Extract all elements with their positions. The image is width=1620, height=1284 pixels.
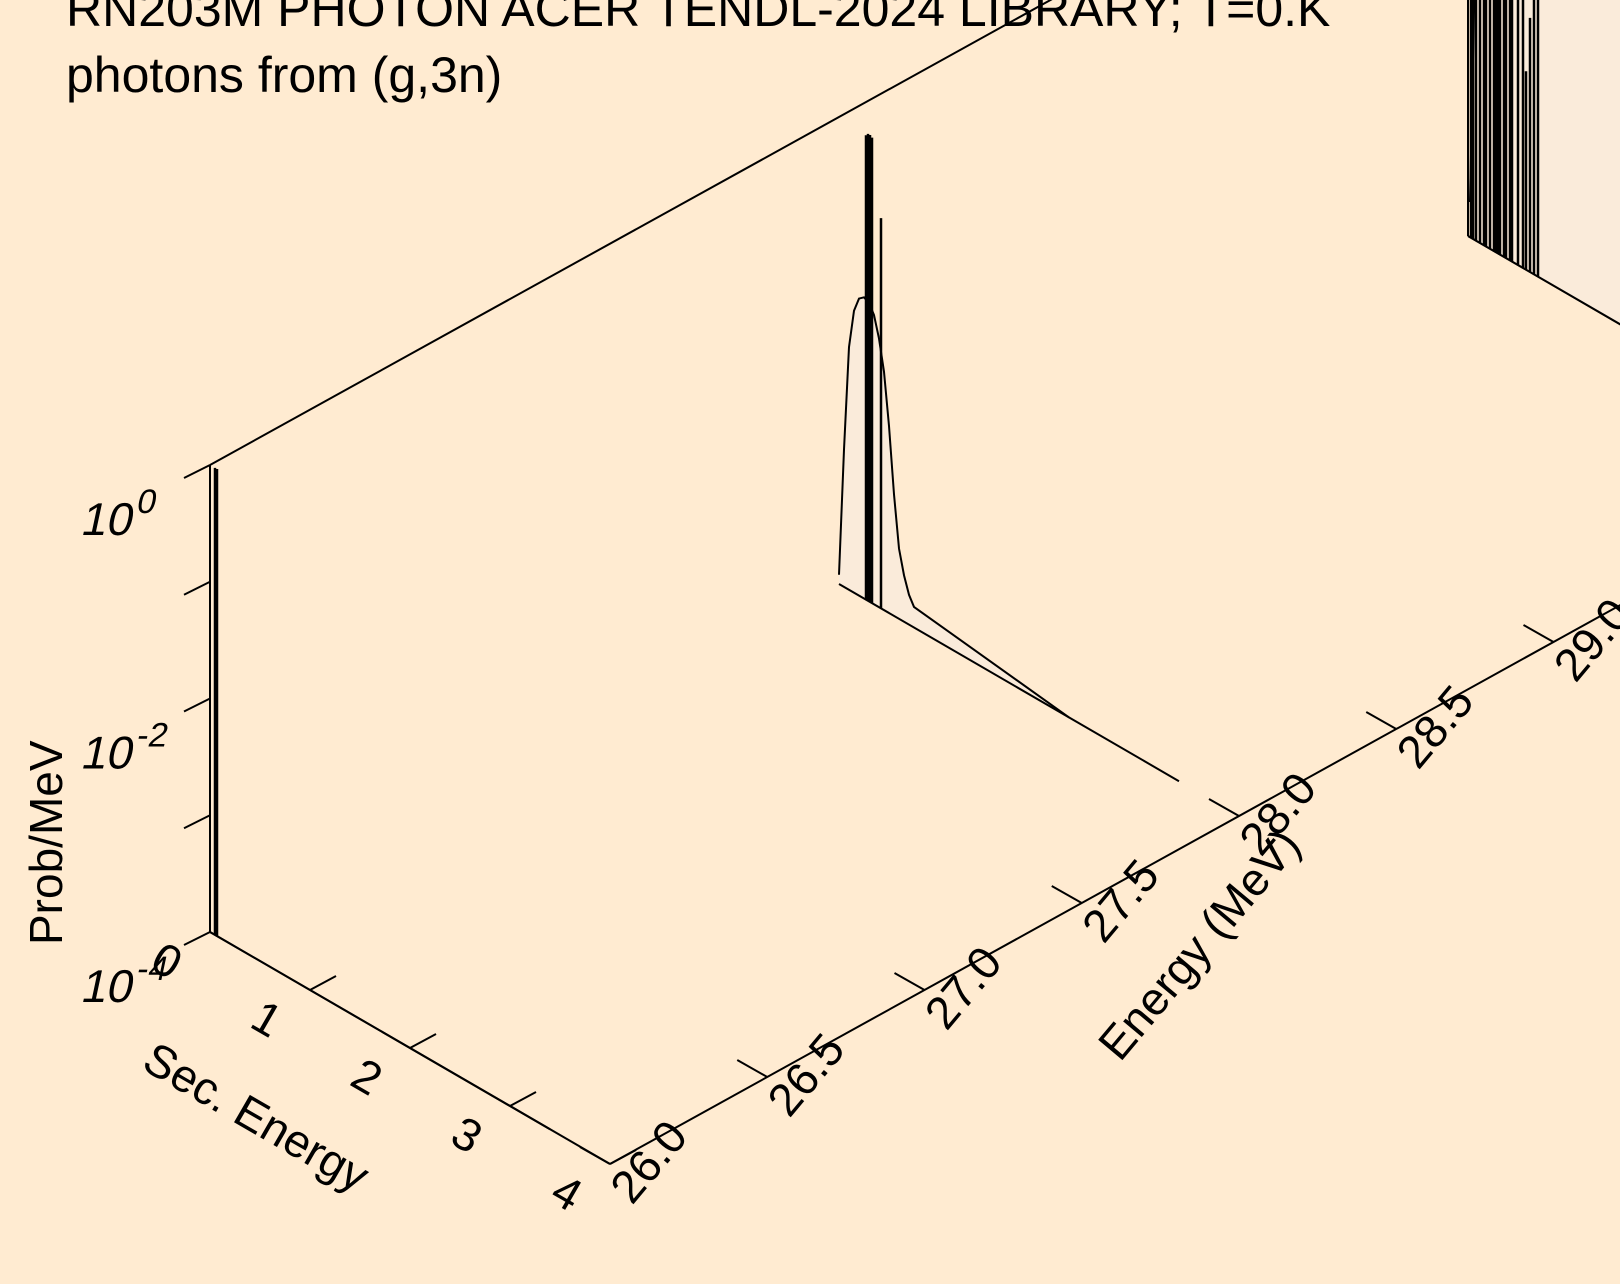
energy-tick-mark <box>1208 798 1240 817</box>
chart-title: RN203M PHOTON ACER TENDL-2024 LIBRARY; T… <box>66 0 1330 103</box>
continuum-fill <box>1470 0 1620 325</box>
energy-tick-mark <box>1365 711 1397 730</box>
sec-energy-tick-label: 1 <box>243 990 291 1048</box>
z-tick-label: 10-2 <box>77 717 171 779</box>
z-tick-mark <box>183 464 211 479</box>
title-line-1: RN203M PHOTON ACER TENDL-2024 LIBRARY; T… <box>66 0 1330 37</box>
energy-tick-mark <box>579 1146 611 1165</box>
axes-frame <box>209 0 1620 1165</box>
data-series <box>209 0 1620 1131</box>
title-line-2: photons from (g,3n) <box>66 47 502 103</box>
series-baseline <box>1467 235 1620 326</box>
z-tick-exponent: -2 <box>134 717 172 755</box>
series-baseline <box>209 931 551 1131</box>
z-tick-mark <box>183 697 211 713</box>
z-tick-exponent: 0 <box>134 483 161 521</box>
sec-energy-tick-mark <box>609 1149 637 1165</box>
series-30 <box>1467 0 1620 326</box>
z-axis-label: Prob/MeV <box>20 740 72 945</box>
sec-energy-tick-mark <box>309 975 337 991</box>
sec-energy-axis-label: Sec. Energy <box>135 1032 378 1202</box>
energy-tick-label: 28.5 <box>1386 675 1483 777</box>
series-baseline <box>838 583 1180 783</box>
back-top-edge <box>209 0 1053 466</box>
energy-tick-mark <box>736 1059 768 1078</box>
energy-axis-label: Energy (MeV) <box>1088 819 1310 1070</box>
sec-energy-tick-label: 2 <box>343 1048 391 1106</box>
z-tick-label: 10-4 <box>77 950 171 1012</box>
z-tick-mark <box>183 580 211 596</box>
energy-tick-label: 29.0 <box>1543 588 1620 690</box>
continuum-line <box>838 296 1070 719</box>
sec-energy-tick-mark <box>409 1033 437 1049</box>
sec-energy-tick-label: 3 <box>443 1106 491 1164</box>
energy-tick-label: 26.5 <box>757 1023 854 1125</box>
continuum-fill <box>839 297 1069 718</box>
z-tick-base: 10 <box>77 960 139 1011</box>
z-tick-mark <box>183 931 211 946</box>
energy-tick-mark <box>1523 624 1554 643</box>
z-tick-mark <box>183 814 211 830</box>
energy-tick-mark <box>894 972 925 991</box>
series-26 <box>209 467 551 1131</box>
z-tick-label: 100 <box>77 483 160 545</box>
energy-tick-label: 27.5 <box>1072 849 1169 951</box>
energy-axis-ticks: 26.026.527.027.528.028.529.029.530.0 <box>579 588 1620 1212</box>
sec-energy-tick-label: 4 <box>543 1164 591 1222</box>
energy-tick-label: 27.0 <box>914 936 1011 1038</box>
sec-energy-tick-mark <box>509 1091 537 1107</box>
z-tick-base: 10 <box>77 493 139 544</box>
z-tick-base: 10 <box>77 727 139 778</box>
series-28 <box>838 133 1180 783</box>
energy-tick-mark <box>1051 885 1083 904</box>
